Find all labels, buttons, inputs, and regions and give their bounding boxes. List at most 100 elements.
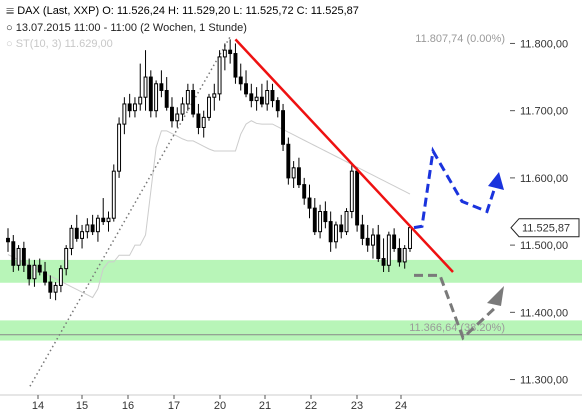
candle-body	[69, 227, 74, 249]
candle-body	[312, 207, 317, 233]
candle-body	[371, 234, 375, 246]
supertrend-line	[7, 120, 411, 299]
level-lines: 11.807,74 (0.00%) 11.366,64 (38.20%)	[0, 33, 582, 336]
candle-body	[217, 56, 222, 95]
supertrend-path	[7, 120, 411, 299]
candle-body	[249, 93, 254, 102]
indicator-icon: ○	[6, 38, 13, 50]
candle-body	[6, 237, 10, 243]
candle-body	[265, 90, 270, 105]
candle-body	[270, 90, 275, 102]
candle-body	[21, 247, 26, 266]
x-tick-label: 22	[305, 400, 317, 412]
candle-body	[286, 143, 291, 179]
y-tick-label: 11.800,00	[520, 38, 568, 50]
candle-body	[85, 224, 90, 233]
candle-body	[212, 93, 217, 98]
candle-body	[43, 271, 47, 283]
candle-body	[16, 247, 21, 266]
x-tick-label: 21	[259, 400, 271, 412]
candle-body	[408, 227, 412, 249]
candle-body	[148, 76, 153, 112]
x-axis: 14 15 16 17 20 21 22 23 24	[32, 395, 407, 412]
candle-body	[386, 234, 391, 266]
candle-body	[111, 170, 116, 219]
last-price-marker: 11.525,87	[510, 218, 580, 238]
candle-body	[175, 113, 180, 122]
candle-body	[222, 49, 227, 58]
candle-body	[154, 83, 159, 112]
candle-body	[127, 103, 132, 112]
descending-trendline	[234, 38, 454, 273]
candle-body	[207, 96, 211, 118]
candle-body	[201, 116, 206, 128]
candle-body	[344, 211, 349, 233]
indicator-label: ○ ST(10, 3) 11.629,00	[6, 38, 113, 50]
candle-body	[122, 103, 127, 125]
candle-body	[349, 170, 354, 213]
candlestick-icon: 𝍣	[6, 6, 15, 17]
candle-body	[11, 241, 16, 266]
candle-body	[37, 264, 42, 273]
candles	[6, 39, 412, 301]
x-tick-label: 16	[122, 400, 134, 412]
candle-body	[143, 76, 148, 98]
candle-body	[27, 264, 32, 280]
candle-body	[191, 90, 196, 115]
candle-body	[80, 231, 85, 239]
candle-body	[101, 217, 106, 223]
x-tick-label: 14	[32, 400, 44, 412]
x-tick-label: 20	[214, 400, 226, 412]
candle-body	[244, 83, 248, 95]
candle-body	[281, 110, 286, 145]
candle-body	[307, 197, 312, 209]
last-price-label: 11.525,87	[522, 223, 570, 235]
candle-body	[164, 90, 169, 108]
candle-body	[159, 83, 164, 92]
x-tick-label: 23	[351, 400, 363, 412]
candle-body	[302, 184, 307, 199]
candle-body	[254, 96, 259, 102]
candle-body	[275, 100, 280, 112]
candle-body	[376, 234, 381, 260]
bearish-arrowhead	[487, 286, 504, 306]
last-price-box	[510, 218, 580, 238]
candle-body	[318, 211, 323, 233]
candle-body	[402, 247, 407, 263]
y-axis: 11.300,00 11.400,00 11.500,00 11.600,00 11.7…	[510, 38, 568, 387]
bullish-arrowhead	[488, 172, 504, 190]
candle-body	[259, 96, 264, 105]
candle-body	[365, 237, 370, 246]
candle-body	[74, 227, 79, 239]
candle-body	[397, 247, 402, 263]
candle-body	[138, 96, 143, 105]
candle-body	[228, 49, 233, 55]
candle-body	[90, 224, 95, 233]
candle-body	[328, 221, 333, 243]
candle-body	[48, 281, 53, 293]
candle-body	[233, 53, 238, 78]
fib-level-label: 11.366,64 (38.20%)	[409, 322, 505, 334]
x-tick-label: 24	[395, 400, 407, 412]
y-tick-label: 11.500,00	[520, 240, 568, 252]
y-tick-label: 11.600,00	[520, 173, 568, 185]
clock-icon: ○	[6, 22, 13, 34]
candle-body	[53, 284, 58, 293]
candle-body	[339, 224, 344, 233]
candle-body	[32, 264, 37, 280]
high-level-label: 11.807,74 (0.00%)	[415, 33, 505, 45]
candle-body	[132, 103, 137, 112]
support-zones	[0, 259, 582, 341]
candle-body	[296, 167, 301, 186]
candle-body	[291, 167, 296, 179]
candle-body	[64, 247, 69, 270]
support-zone-2	[0, 320, 582, 341]
candle-body	[117, 123, 122, 172]
y-tick-label: 11.400,00	[520, 307, 568, 319]
bullish-projection-path	[413, 146, 500, 230]
candle-body	[95, 217, 100, 233]
x-tick-label: 15	[76, 400, 88, 412]
bearish-projection-path	[414, 273, 498, 341]
candle-body	[392, 234, 397, 249]
